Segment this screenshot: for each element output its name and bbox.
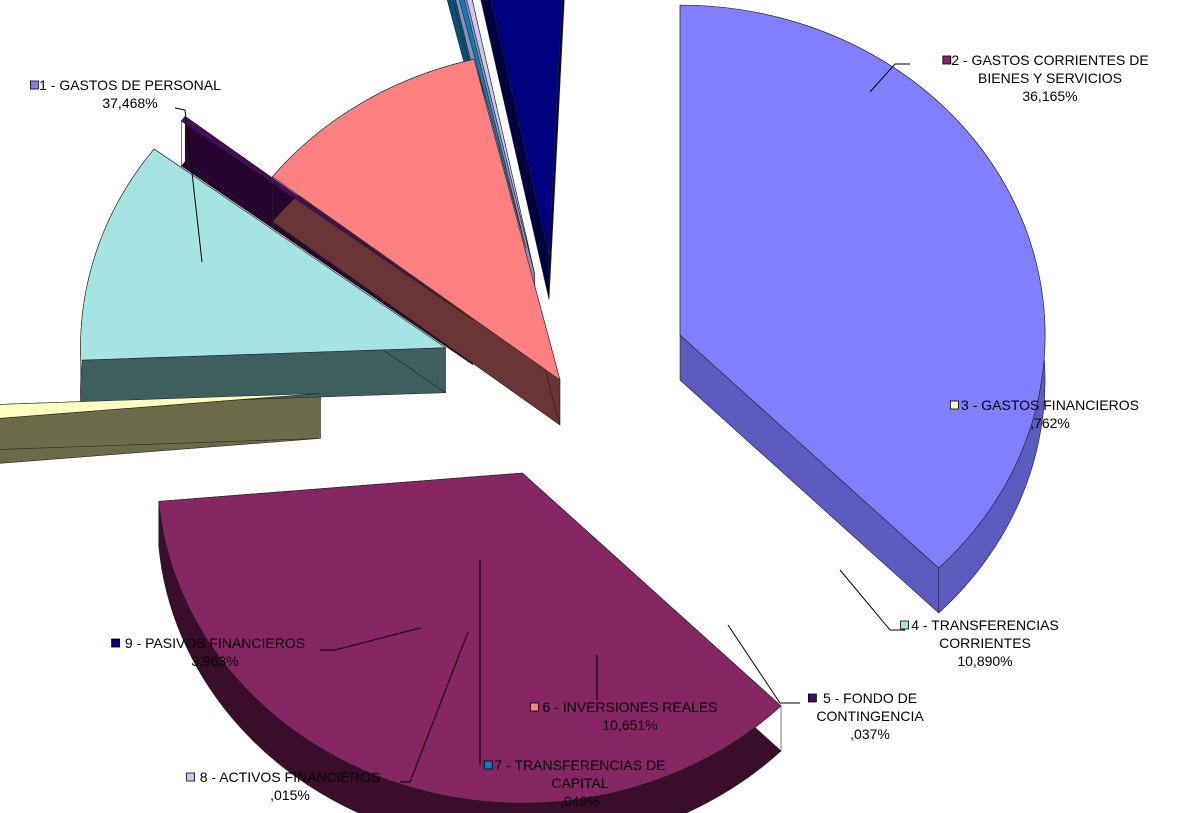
leader-line-gastos-de-personal: [174, 107, 203, 263]
data-label-fondo-de-contingencia: 5 - FONDO DE CONTINGENCIA ,037%: [808, 690, 924, 742]
slice-pasivos-financieros: [490, 0, 563, 255]
leader-line-activos-financieros: [400, 631, 469, 783]
legend-key-transferencias-corrientes: [900, 620, 909, 630]
slice-gastos-de-personal: [679, 4, 1046, 569]
label-category-transferencias-corrientes: CORRIENTES: [939, 635, 1031, 651]
legend-key-pasivos-financieros: [111, 638, 120, 648]
label-value-gastos-corrientes-de-bienes-y-servicios: 36,165%: [1022, 88, 1077, 104]
label-value-inversiones-reales: 10,651%: [602, 717, 657, 733]
label-category-gastos-corrientes-de-bienes-y-servicios: 2 - GASTOS CORRIENTES DE: [951, 52, 1148, 68]
data-label-transferencias-de-capital: 7 - TRANSFERENCIAS DE CAPITAL ,049%: [483, 757, 666, 809]
legend-key-gastos-financieros: [950, 400, 959, 410]
slice-tops: [0, 0, 1046, 804]
data-label-gastos-corrientes-de-bienes-y-servicios: 2 - GASTOS CORRIENTES DE BIENES Y SERVICI…: [942, 52, 1149, 104]
label-category-transferencias-de-capital: CAPITAL: [551, 775, 609, 791]
label-category-transferencias-corrientes: 4 - TRANSFERENCIAS: [911, 617, 1059, 633]
leader-line-transferencias-corrientes: [839, 569, 905, 631]
label-category-gastos-financieros: 3 - GASTOS FINANCIEROS: [961, 397, 1139, 413]
leader-line-fondo-de-contingencia: [727, 624, 800, 704]
leader-lines: [174, 63, 910, 783]
slice-labels: 1 - GASTOS DE PERSONAL 37,468% 2 - GASTOS …: [29, 52, 1149, 809]
leader-line-gastos-corrientes-de-bienes-y-servicios: [869, 63, 910, 93]
leader-line-pasivos-financieros: [320, 627, 421, 651]
label-value-gastos-de-personal: 37,468%: [102, 95, 157, 111]
legend-key-transferencias-de-capital: [483, 760, 493, 770]
label-category-transferencias-de-capital: 7 - TRANSFERENCIAS DE: [495, 757, 666, 773]
slice-transferencias-corrientes: [80, 148, 447, 361]
label-category-pasivos-financieros: 9 - PASIVOS FINANCIEROS: [125, 635, 305, 651]
slice-gastos-corrientes-de-bienes-y-servicios: [158, 472, 782, 804]
label-category-gastos-de-personal: 1 - GASTOS DE PERSONAL: [39, 77, 221, 93]
label-category-inversiones-reales: 6 - INVERSIONES REALES: [542, 699, 717, 715]
legend-key-gastos-corrientes-de-bienes-y-servicios: [942, 55, 952, 65]
data-label-gastos-financieros: 3 - GASTOS FINANCIEROS ,762%: [950, 397, 1139, 431]
legend-key-inversiones-reales: [530, 702, 539, 712]
data-label-inversiones-reales: 6 - INVERSIONES REALES 10,651%: [530, 699, 718, 733]
slice-gastos-financieros: [0, 393, 321, 419]
label-value-fondo-de-contingencia: ,037%: [850, 726, 890, 742]
legend-key-activos-financieros: [186, 772, 196, 782]
label-category-fondo-de-contingencia: 5 - FONDO DE: [823, 690, 917, 706]
slice-activos-financieros: [466, 0, 536, 275]
data-label-activos-financieros: 8 - ACTIVOS FINANCIEROS ,015%: [186, 769, 380, 803]
legend-key-gastos-de-personal: [29, 80, 39, 90]
label-value-activos-financieros: ,015%: [270, 787, 310, 803]
label-value-transferencias-corrientes: 10,890%: [957, 653, 1012, 669]
label-value-transferencias-de-capital: ,049%: [560, 793, 600, 809]
data-label-pasivos-financieros: 9 - PASIVOS FINANCIEROS 3,963%: [111, 635, 305, 669]
slice-inversiones-reales: [272, 58, 561, 381]
label-category-activos-financieros: 8 - ACTIVOS FINANCIEROS: [200, 769, 380, 785]
data-label-transferencias-corrientes: 4 - TRANSFERENCIAS CORRIENTES 10,890%: [900, 617, 1059, 669]
slice-transferencias-de-capital: [458, 0, 527, 249]
label-category-fondo-de-contingencia: CONTINGENCIA: [816, 708, 924, 724]
label-value-gastos-financieros: ,762%: [1030, 415, 1070, 431]
label-category-gastos-corrientes-de-bienes-y-servicios: BIENES Y SERVICIOS: [978, 70, 1122, 86]
label-value-pasivos-financieros: 3,963%: [191, 653, 238, 669]
data-label-gastos-de-personal: 1 - GASTOS DE PERSONAL 37,468%: [29, 77, 221, 111]
legend-key-fondo-de-contingencia: [808, 693, 817, 703]
